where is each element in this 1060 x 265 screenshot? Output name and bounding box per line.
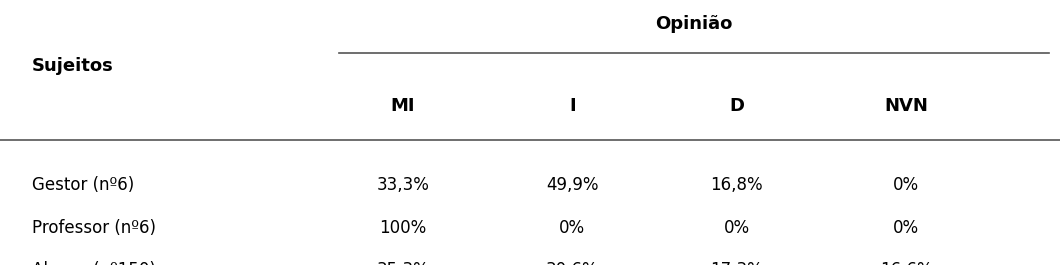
Text: Professor (nº6): Professor (nº6): [32, 219, 156, 237]
Text: 0%: 0%: [724, 219, 749, 237]
Text: 35,3%: 35,3%: [376, 261, 429, 265]
Text: 33,3%: 33,3%: [376, 176, 429, 195]
Text: Opinião: Opinião: [656, 15, 732, 33]
Text: 100%: 100%: [379, 219, 426, 237]
Text: NVN: NVN: [884, 97, 929, 115]
Text: 16,6%: 16,6%: [880, 261, 933, 265]
Text: D: D: [729, 97, 744, 115]
Text: 16,8%: 16,8%: [710, 176, 763, 195]
Text: MI: MI: [390, 97, 416, 115]
Text: Gestor (nº6): Gestor (nº6): [32, 176, 134, 195]
Text: Sujeitos: Sujeitos: [32, 57, 113, 75]
Text: 49,9%: 49,9%: [546, 176, 599, 195]
Text: 0%: 0%: [560, 219, 585, 237]
Text: 17,3%: 17,3%: [710, 261, 763, 265]
Text: 0%: 0%: [894, 219, 919, 237]
Text: 0%: 0%: [894, 176, 919, 195]
Text: Alunos (nº150): Alunos (nº150): [32, 261, 156, 265]
Text: I: I: [569, 97, 576, 115]
Text: 30,6%: 30,6%: [546, 261, 599, 265]
